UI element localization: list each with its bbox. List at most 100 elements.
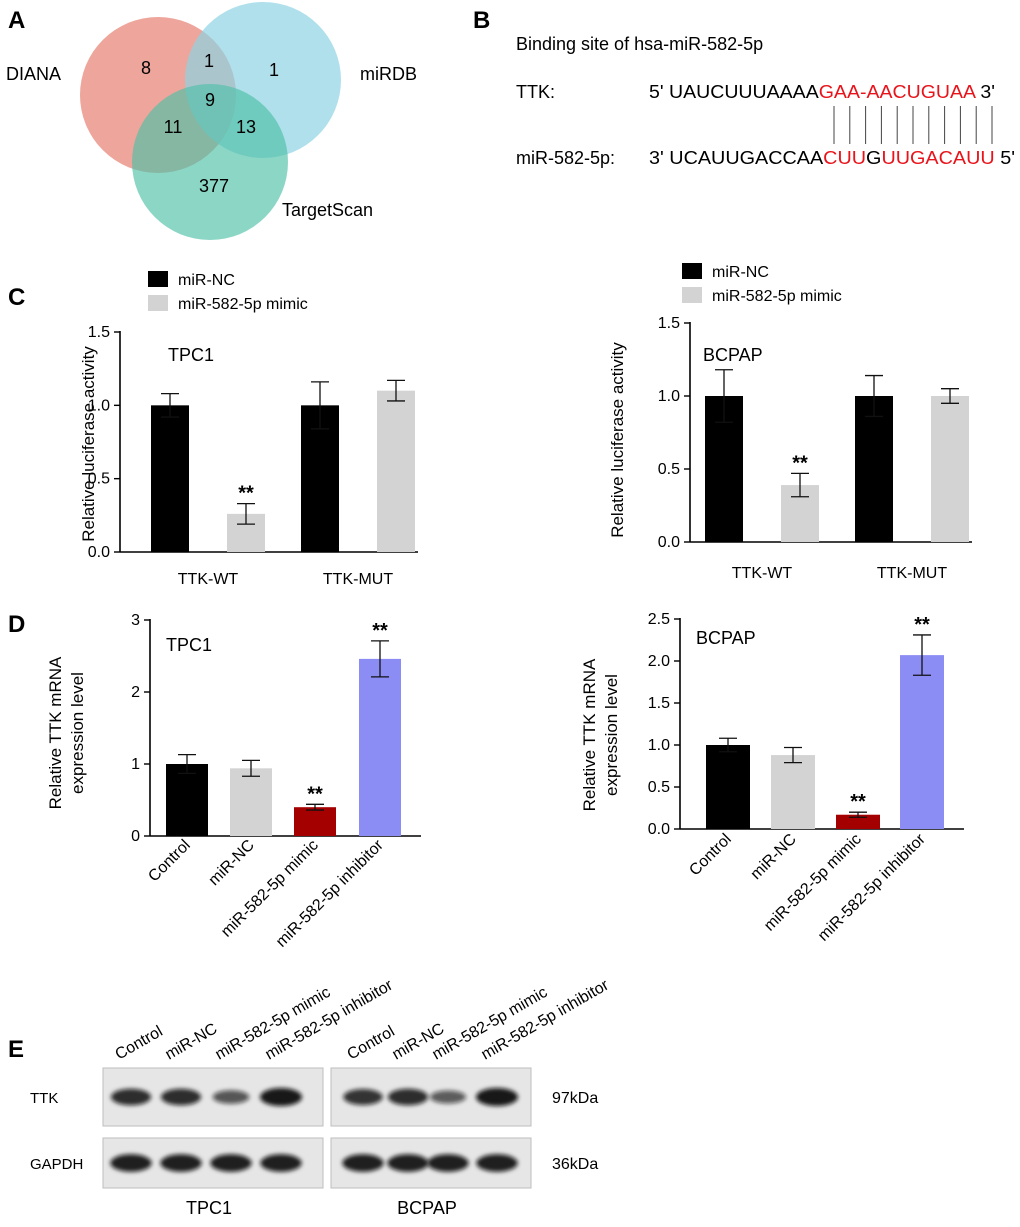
mir-seq-suffix: 5' — [995, 148, 1015, 168]
x-tick-label: TTK-WT — [178, 571, 239, 588]
bar — [166, 764, 208, 836]
y-tick-label: 0 — [131, 828, 140, 845]
y-tick-label: 1 — [131, 756, 140, 773]
legend-label: miR-NC — [712, 264, 769, 281]
venn-diagram: DIANA miRDB TargetScan 8 1 1 9 11 13 377 — [6, 2, 417, 240]
band — [427, 1154, 469, 1172]
legend-label: miR-NC — [178, 272, 235, 289]
legend-swatch — [148, 295, 168, 311]
mir-seq-highlight-1: CUU — [823, 148, 866, 168]
venn-count-diana-targetscan: 11 — [164, 117, 183, 137]
ttk-seq-highlight: GAA-AACUGUAA — [819, 82, 976, 102]
y-tick-label: 2.5 — [648, 611, 670, 628]
y-tick-label: 0.0 — [648, 821, 670, 838]
mir-label: miR-582-5p: — [516, 148, 615, 168]
band — [430, 1090, 466, 1104]
bar — [771, 755, 815, 829]
band — [212, 1090, 250, 1104]
significance-label: ** — [914, 614, 930, 636]
bar — [230, 768, 272, 836]
group-label: BCPAP — [397, 1198, 457, 1218]
bar — [706, 745, 750, 829]
venn-count-targetscan-only: 377 — [199, 176, 229, 196]
y-axis-label: Relative luciferase activity — [79, 346, 98, 542]
y-tick-label: 0.0 — [88, 544, 110, 561]
y-tick-label: 1.5 — [88, 324, 110, 341]
y-axis-label: expression level — [68, 672, 87, 794]
y-tick-label: 1.0 — [658, 388, 680, 405]
x-tick-label: miR-NC — [748, 831, 800, 883]
chart-title: TPC1 — [166, 635, 212, 655]
binding-site-panel: Binding site of hsa-miR-582-5p TTK: 5' U… — [516, 34, 1015, 168]
y-tick-label: 0.5 — [648, 779, 670, 796]
y-axis-label: Relative TTK mRNA — [580, 658, 599, 811]
y-tick-label: 3 — [131, 612, 140, 629]
significance-label: ** — [850, 791, 866, 813]
y-tick-label: 1.5 — [648, 695, 670, 712]
chart-title: TPC1 — [168, 345, 214, 365]
band — [210, 1154, 252, 1172]
mir-seq-highlight-2: UUGACAUU — [881, 148, 994, 168]
chart-d-tpc1: 0 1 2 3 Relative TTK mRNA expression level TPC… — [46, 612, 421, 951]
y-tick-label: 0.5 — [88, 471, 110, 488]
chart-c-tpc1: 0.0 0.5 1.0 1.5 Relative luciferase activity… — [79, 271, 418, 588]
venn-label-mirdb: miRDB — [360, 64, 417, 84]
bar — [836, 814, 880, 829]
band — [260, 1154, 302, 1172]
x-tick-label: TTK-MUT — [323, 571, 393, 588]
x-tick-label: TTK-WT — [732, 565, 793, 582]
significance-label: ** — [238, 483, 254, 505]
bar — [151, 405, 189, 552]
band — [476, 1154, 518, 1172]
x-tick-label: Control — [686, 831, 734, 879]
panel-label-c: C — [8, 284, 25, 311]
y-axis-label: Relative TTK mRNA — [46, 656, 65, 809]
x-tick-label: miR-582-5p inhibitor — [815, 830, 929, 944]
x-tick-label: miR-582-5p inhibitor — [273, 836, 387, 950]
x-tick-label: Control — [145, 837, 193, 885]
size-label: 36kDa — [552, 1156, 598, 1173]
ttk-sequence: 5' UAUCUUUAAAA GAA-AACUGUAA 3' — [649, 82, 995, 102]
band — [160, 1088, 202, 1106]
y-tick-label: 1.0 — [88, 397, 110, 414]
pairing-lines — [833, 106, 993, 144]
band — [160, 1154, 202, 1172]
lane-label: Control — [113, 1023, 166, 1064]
band — [476, 1088, 518, 1106]
legend-swatch — [148, 271, 168, 287]
lane-label: Control — [345, 1023, 398, 1064]
legend-label: miR-582-5p mimic — [712, 288, 842, 305]
ttk-label: TTK: — [516, 82, 555, 102]
bar — [359, 658, 401, 836]
lane-label: miR-NC — [163, 1020, 221, 1063]
venn-count-diana-mirdb: 1 — [204, 51, 214, 71]
significance-label: ** — [792, 452, 808, 474]
venn-count-mirdb-targetscan: 13 — [236, 117, 256, 137]
panel-label-e: E — [8, 1036, 24, 1063]
legend-swatch — [682, 263, 702, 279]
panel-label-d: D — [8, 611, 25, 638]
ttk-seq-suffix: 3' — [975, 82, 995, 102]
band — [110, 1088, 152, 1106]
binding-title: Binding site of hsa-miR-582-5p — [516, 34, 763, 54]
panel-label-b: B — [473, 7, 490, 34]
panel-label-a: A — [8, 7, 25, 34]
legend-label: miR-582-5p mimic — [178, 296, 308, 313]
x-tick-label: TTK-MUT — [877, 565, 947, 582]
bar — [294, 807, 336, 836]
y-tick-label: 0.0 — [658, 534, 680, 551]
chart-d-bcpap: 0.0 0.5 1.0 1.5 2.0 2.5 Relative TTK mRNA expre… — [580, 611, 964, 945]
venn-count-all-three: 9 — [205, 90, 215, 110]
mir-seq-prefix: 3' UCAUUGACCAA — [649, 148, 823, 168]
band — [342, 1154, 384, 1172]
bar — [931, 396, 969, 542]
y-tick-label: 2.0 — [648, 653, 670, 670]
size-label: 97kDa — [552, 1090, 598, 1107]
band — [260, 1088, 302, 1106]
row-label: GAPDH — [30, 1156, 83, 1173]
y-tick-label: 1.0 — [648, 737, 670, 754]
bar — [855, 396, 893, 542]
significance-label: ** — [307, 783, 323, 805]
